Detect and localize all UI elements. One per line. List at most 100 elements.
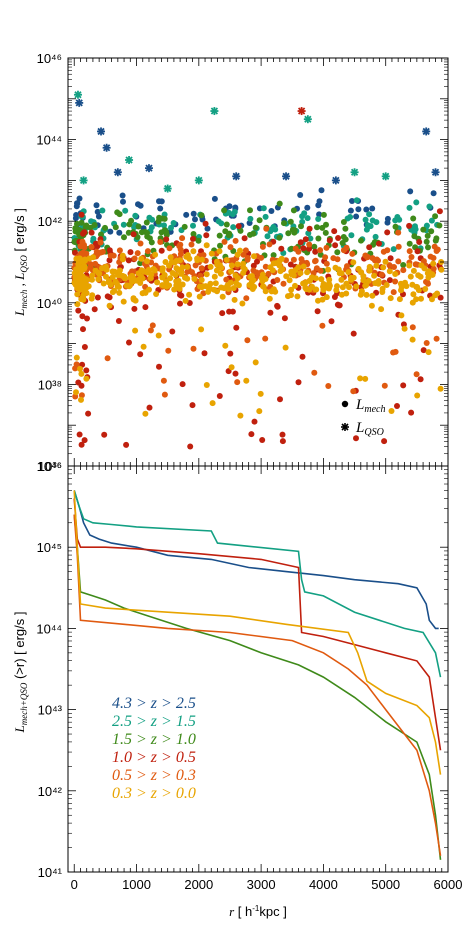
scatter-point bbox=[395, 243, 402, 250]
scatter-point bbox=[191, 276, 198, 282]
scatter-point bbox=[291, 227, 298, 234]
x-axis-label: r [ h-1kpc ] bbox=[229, 904, 287, 919]
scatter-point bbox=[375, 257, 381, 264]
scatter-point bbox=[151, 267, 158, 274]
scatter-point bbox=[252, 359, 259, 366]
scatter-point bbox=[281, 315, 288, 322]
scatter-point bbox=[207, 280, 214, 287]
scatter-point bbox=[228, 262, 235, 269]
scatter-point bbox=[237, 227, 244, 234]
qso-stroke bbox=[145, 164, 153, 172]
scatter-point bbox=[390, 289, 397, 296]
scatter-point bbox=[311, 243, 318, 250]
scatter-point bbox=[362, 282, 369, 289]
scatter-point bbox=[321, 285, 328, 292]
scatter-point bbox=[79, 238, 86, 245]
bottom-y-axis-label: Lmech+QSO (>r) [ erg/s ] bbox=[12, 612, 29, 734]
bottom-axis-ticks bbox=[68, 465, 449, 873]
scatter-point bbox=[89, 292, 96, 299]
scatter-point bbox=[132, 327, 139, 334]
scatter-point bbox=[428, 217, 435, 224]
top-y-axis-label: Lmech , LQSO [ erg/s ] bbox=[12, 208, 29, 317]
scatter-point bbox=[190, 235, 196, 242]
qso-stroke bbox=[125, 156, 133, 164]
scatter-point bbox=[358, 288, 365, 295]
qso-stroke bbox=[282, 172, 290, 180]
scatter-point bbox=[287, 261, 294, 268]
scatter-point bbox=[155, 332, 162, 339]
scatter-point bbox=[105, 278, 112, 284]
scatter-point bbox=[231, 296, 238, 303]
scatter-point bbox=[76, 195, 83, 202]
scatter-point bbox=[364, 254, 371, 261]
scatter-point bbox=[276, 234, 283, 241]
scatter-point bbox=[278, 245, 285, 252]
scatter-point bbox=[156, 214, 163, 221]
scatter-point bbox=[81, 244, 88, 251]
qso-stroke bbox=[297, 107, 306, 115]
scatter-point bbox=[216, 393, 223, 399]
scatter-point bbox=[138, 273, 145, 280]
scatter-point bbox=[343, 244, 350, 251]
scatter-point bbox=[201, 350, 208, 357]
legend-qso-label: LQSO bbox=[355, 420, 384, 438]
scatter-point bbox=[123, 441, 130, 448]
qso-point bbox=[75, 98, 84, 107]
scatter-point bbox=[248, 431, 255, 438]
scatter-point bbox=[409, 336, 416, 343]
scatter-point bbox=[319, 224, 326, 231]
legend-entry: 0.5 > z > 0.3 bbox=[112, 767, 196, 784]
y-tick-label: 10⁴⁵ bbox=[37, 540, 62, 555]
scatter-point bbox=[420, 347, 427, 354]
scatter-point bbox=[87, 261, 94, 268]
scatter-point bbox=[89, 272, 96, 279]
scatter-point bbox=[107, 228, 114, 235]
scatter-point bbox=[366, 244, 373, 251]
scatter-point bbox=[395, 258, 402, 265]
scatter-point bbox=[304, 215, 311, 222]
scatter-point bbox=[130, 231, 137, 238]
scatter-point bbox=[386, 277, 393, 284]
scatter-point bbox=[85, 410, 92, 417]
scatter-point bbox=[306, 225, 313, 232]
scatter-point bbox=[163, 283, 170, 290]
scatter-point bbox=[166, 262, 172, 269]
x-tick-label: 6000 bbox=[434, 877, 463, 892]
legend-entry: 1.0 > z > 0.5 bbox=[112, 749, 196, 766]
scatter-point bbox=[221, 207, 228, 214]
scatter-point bbox=[307, 235, 314, 242]
series-line bbox=[73, 498, 442, 751]
scatter-point bbox=[194, 257, 201, 264]
scatter-point bbox=[226, 308, 233, 315]
scatter-point bbox=[234, 261, 241, 268]
scatter-point bbox=[88, 218, 95, 225]
qso-stroke bbox=[232, 172, 240, 180]
scatter-point bbox=[179, 381, 186, 388]
scatter-point bbox=[340, 219, 347, 225]
scatter-point bbox=[272, 288, 279, 295]
scatter-point bbox=[184, 263, 191, 270]
scatter-point bbox=[263, 225, 270, 232]
scatter-point bbox=[400, 382, 407, 389]
top-ylabel-L1: L bbox=[12, 309, 27, 317]
scatter-point bbox=[189, 269, 195, 276]
scatter-point bbox=[396, 296, 403, 303]
scatter-point bbox=[304, 269, 311, 276]
scatter-point bbox=[417, 273, 424, 280]
scatter-point bbox=[326, 237, 333, 244]
scatter-point bbox=[88, 229, 95, 236]
qso-point bbox=[350, 168, 359, 177]
scatter-point bbox=[260, 205, 267, 212]
scatter-point bbox=[95, 276, 102, 283]
legend-qso-main: L bbox=[355, 420, 364, 436]
scatter-point bbox=[135, 223, 142, 230]
scatter-point bbox=[335, 302, 342, 309]
scatter-point bbox=[438, 266, 445, 273]
scatter-point bbox=[353, 197, 360, 204]
scatter-point bbox=[430, 265, 437, 272]
scatter-point bbox=[78, 392, 85, 399]
scatter-point bbox=[141, 289, 148, 296]
scatter-point bbox=[106, 302, 113, 309]
scatter-point bbox=[410, 291, 417, 298]
scatter-point bbox=[315, 297, 321, 304]
